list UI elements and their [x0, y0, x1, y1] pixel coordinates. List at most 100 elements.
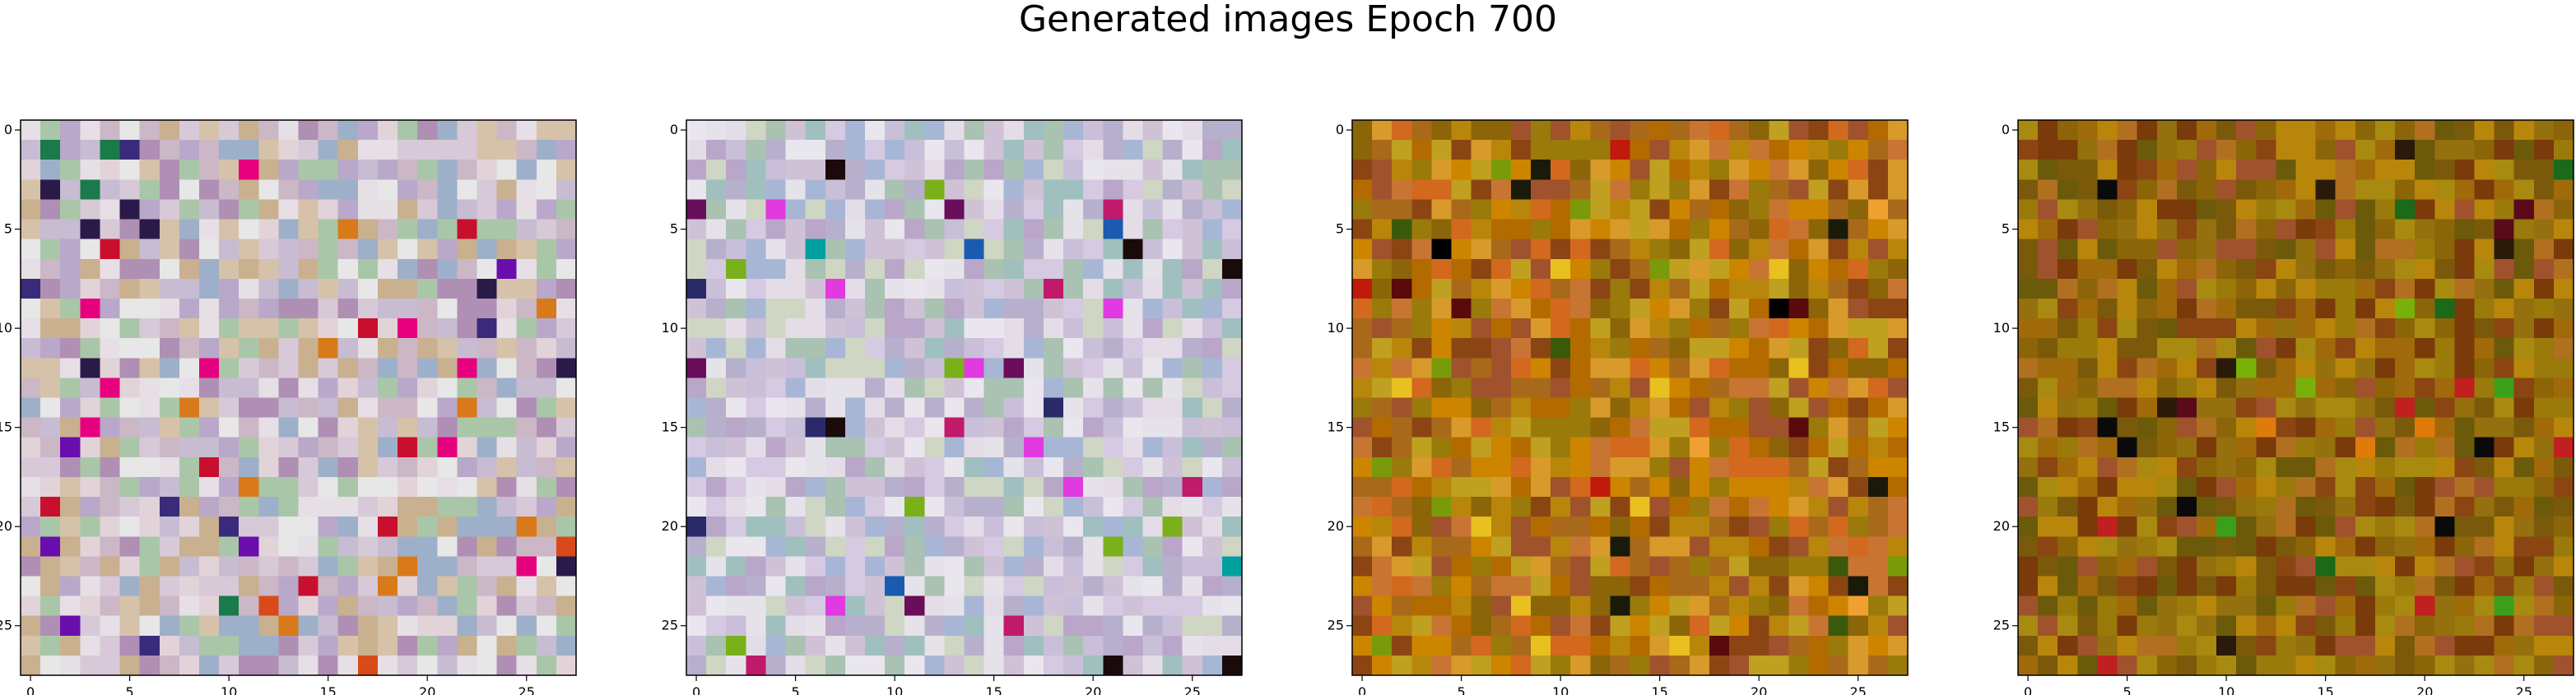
pixel-cell [1828, 199, 1849, 220]
pixel-cell [1471, 476, 1492, 498]
pixel-cell [1023, 615, 1044, 637]
pixel-cell [1530, 358, 1551, 378]
pixel-cell [1749, 615, 1769, 637]
pixel-cell [864, 655, 886, 676]
pixel-cell [1689, 417, 1710, 438]
pixel-cell [1590, 219, 1611, 240]
pixel-cell [785, 635, 807, 656]
pixel-cell [1471, 655, 1492, 676]
pixel-cell [1063, 358, 1084, 378]
pixel-cell [2295, 655, 2317, 676]
pixel-cell [1392, 615, 1412, 637]
pixel-cell [2553, 417, 2574, 438]
pixel-cell [298, 219, 319, 240]
pixel-cell [765, 358, 787, 378]
pixel-cell [1630, 517, 1651, 537]
pixel-cell [1392, 278, 1412, 299]
pixel-cell [2236, 258, 2257, 280]
pixel-cell [726, 556, 746, 577]
pixel-cell [726, 278, 746, 299]
pixel-cell [1162, 338, 1183, 359]
pixel-cell [1023, 278, 1044, 299]
pixel-cell [1510, 595, 1532, 617]
pixel-cell [1162, 278, 1183, 299]
pixel-cell [2295, 536, 2317, 557]
pixel-cell [239, 556, 259, 577]
pixel-cell [1630, 417, 1651, 438]
pixel-cell [904, 456, 925, 478]
pixel-cell [2117, 258, 2138, 280]
pixel-cell [100, 655, 121, 676]
pixel-cell [1649, 278, 1671, 299]
pixel-cell [2355, 219, 2376, 240]
pixel-cell [1043, 298, 1064, 319]
pixel-cell [2415, 179, 2435, 201]
pixel-cell [21, 258, 41, 280]
pixel-cell [21, 278, 41, 299]
pixel-cell [2077, 318, 2099, 339]
pixel-cell [1689, 140, 1710, 160]
pixel-cell [1729, 120, 1750, 141]
pixel-cell [60, 576, 81, 597]
pixel-cell [1808, 338, 1830, 359]
pixel-cell [2295, 278, 2317, 299]
pixel-cell [516, 536, 537, 557]
pixel-cell [1221, 358, 1243, 378]
pixel-cell [100, 595, 121, 617]
pixel-cell [864, 160, 886, 180]
pixel-cell [278, 278, 300, 299]
pixel-cell [516, 239, 537, 260]
pixel-cell [765, 576, 787, 597]
pixel-cell [864, 338, 886, 359]
pixel-cell [1392, 635, 1412, 656]
pixel-cell [219, 635, 239, 656]
pixel-cell [1103, 239, 1123, 260]
pixel-cell [2434, 179, 2455, 201]
pixel-cell [706, 199, 727, 220]
pixel-cell [2533, 635, 2555, 656]
pixel-cell [1689, 497, 1710, 517]
pixel-cell [536, 160, 557, 180]
pixel-cell [746, 179, 767, 201]
pixel-cell [1669, 655, 1690, 676]
pixel-cell [1709, 417, 1730, 438]
pixel-cell [2058, 298, 2078, 319]
pixel-cell [2176, 239, 2197, 260]
pixel-cell [1551, 258, 1571, 280]
pixel-cell [983, 278, 1005, 299]
pixel-cell [2058, 595, 2078, 617]
pixel-cell [119, 338, 141, 359]
pixel-cell [1649, 239, 1671, 260]
pixel-cell [2553, 298, 2574, 319]
pixel-cell [2137, 358, 2158, 378]
pixel-cell [706, 417, 727, 438]
pixel-cell [1510, 456, 1532, 478]
pixel-cell [805, 635, 826, 656]
pixel-cell [1083, 456, 1104, 478]
pixel-cell [556, 239, 577, 260]
pixel-cell [2256, 615, 2276, 637]
pixel-cell [2513, 635, 2535, 656]
pixel-cell [2533, 397, 2555, 419]
pixel-cell [2058, 556, 2078, 577]
pixel-cell [278, 179, 300, 201]
pixel-cell [2216, 179, 2237, 201]
pixel-cell [1729, 239, 1750, 260]
pixel-cell [516, 576, 537, 597]
pixel-cell [825, 219, 846, 240]
pixel-cell [2295, 615, 2317, 637]
pixel-cell [119, 417, 141, 438]
pixel-cell [1551, 338, 1571, 359]
pixel-cell [357, 378, 379, 399]
pixel-cell [726, 358, 746, 378]
pixel-cell [437, 358, 458, 378]
pixel-cell [1123, 338, 1144, 359]
pixel-cell [924, 140, 945, 160]
pixel-cell [357, 318, 379, 339]
pixel-cell [159, 476, 180, 498]
pixel-cell [1490, 397, 1512, 419]
pixel-cell [1431, 556, 1453, 577]
pixel-cell [298, 318, 319, 339]
pixel-cell [1887, 497, 1909, 517]
